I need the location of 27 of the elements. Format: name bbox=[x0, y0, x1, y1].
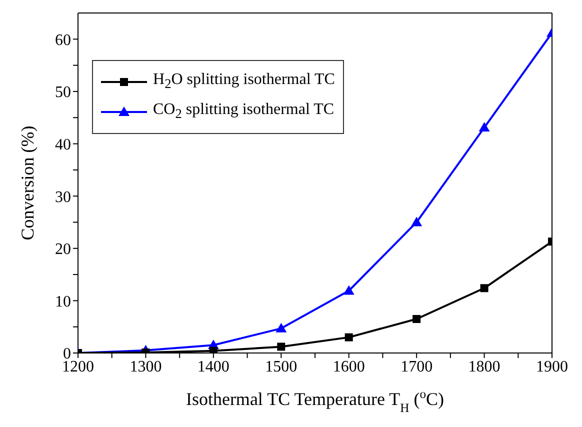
point bbox=[411, 216, 422, 226]
y-tick-label: 30 bbox=[55, 188, 71, 206]
point bbox=[412, 315, 421, 323]
y-axis-title: Conversion (%) bbox=[17, 126, 38, 240]
x-tick-label: 1800 bbox=[468, 358, 500, 376]
y-tick-label: 10 bbox=[55, 293, 71, 310]
legend-label: CO$_{2}$ splitting isothermal TC bbox=[153, 101, 334, 123]
y-tick-label: 40 bbox=[55, 136, 71, 154]
x-tick-label: 1600 bbox=[332, 358, 365, 376]
x-tick-label: 1700 bbox=[400, 358, 433, 376]
x-axis-title: Isothermal TC Temperature T$_{H}$ ($^{o}$C) bbox=[186, 387, 444, 415]
x-tick-label: 1900 bbox=[536, 358, 568, 376]
x-tick-label: 1400 bbox=[197, 358, 230, 376]
point bbox=[478, 122, 490, 132]
x-tick-label: 1500 bbox=[265, 358, 298, 376]
y-tick-label: 50 bbox=[55, 84, 71, 102]
x-tick-label: 1200 bbox=[62, 358, 94, 376]
point bbox=[277, 342, 286, 351]
y-tick-label: 60 bbox=[55, 32, 71, 49]
point bbox=[343, 285, 354, 295]
x-tick-label: 1300 bbox=[130, 358, 162, 376]
point bbox=[276, 322, 287, 332]
legend-label: H$_{2}$O splitting isothermal TC bbox=[153, 71, 335, 93]
point bbox=[344, 333, 353, 342]
point bbox=[209, 346, 218, 353]
point bbox=[480, 284, 488, 292]
y-tick-label: 20 bbox=[55, 241, 71, 258]
